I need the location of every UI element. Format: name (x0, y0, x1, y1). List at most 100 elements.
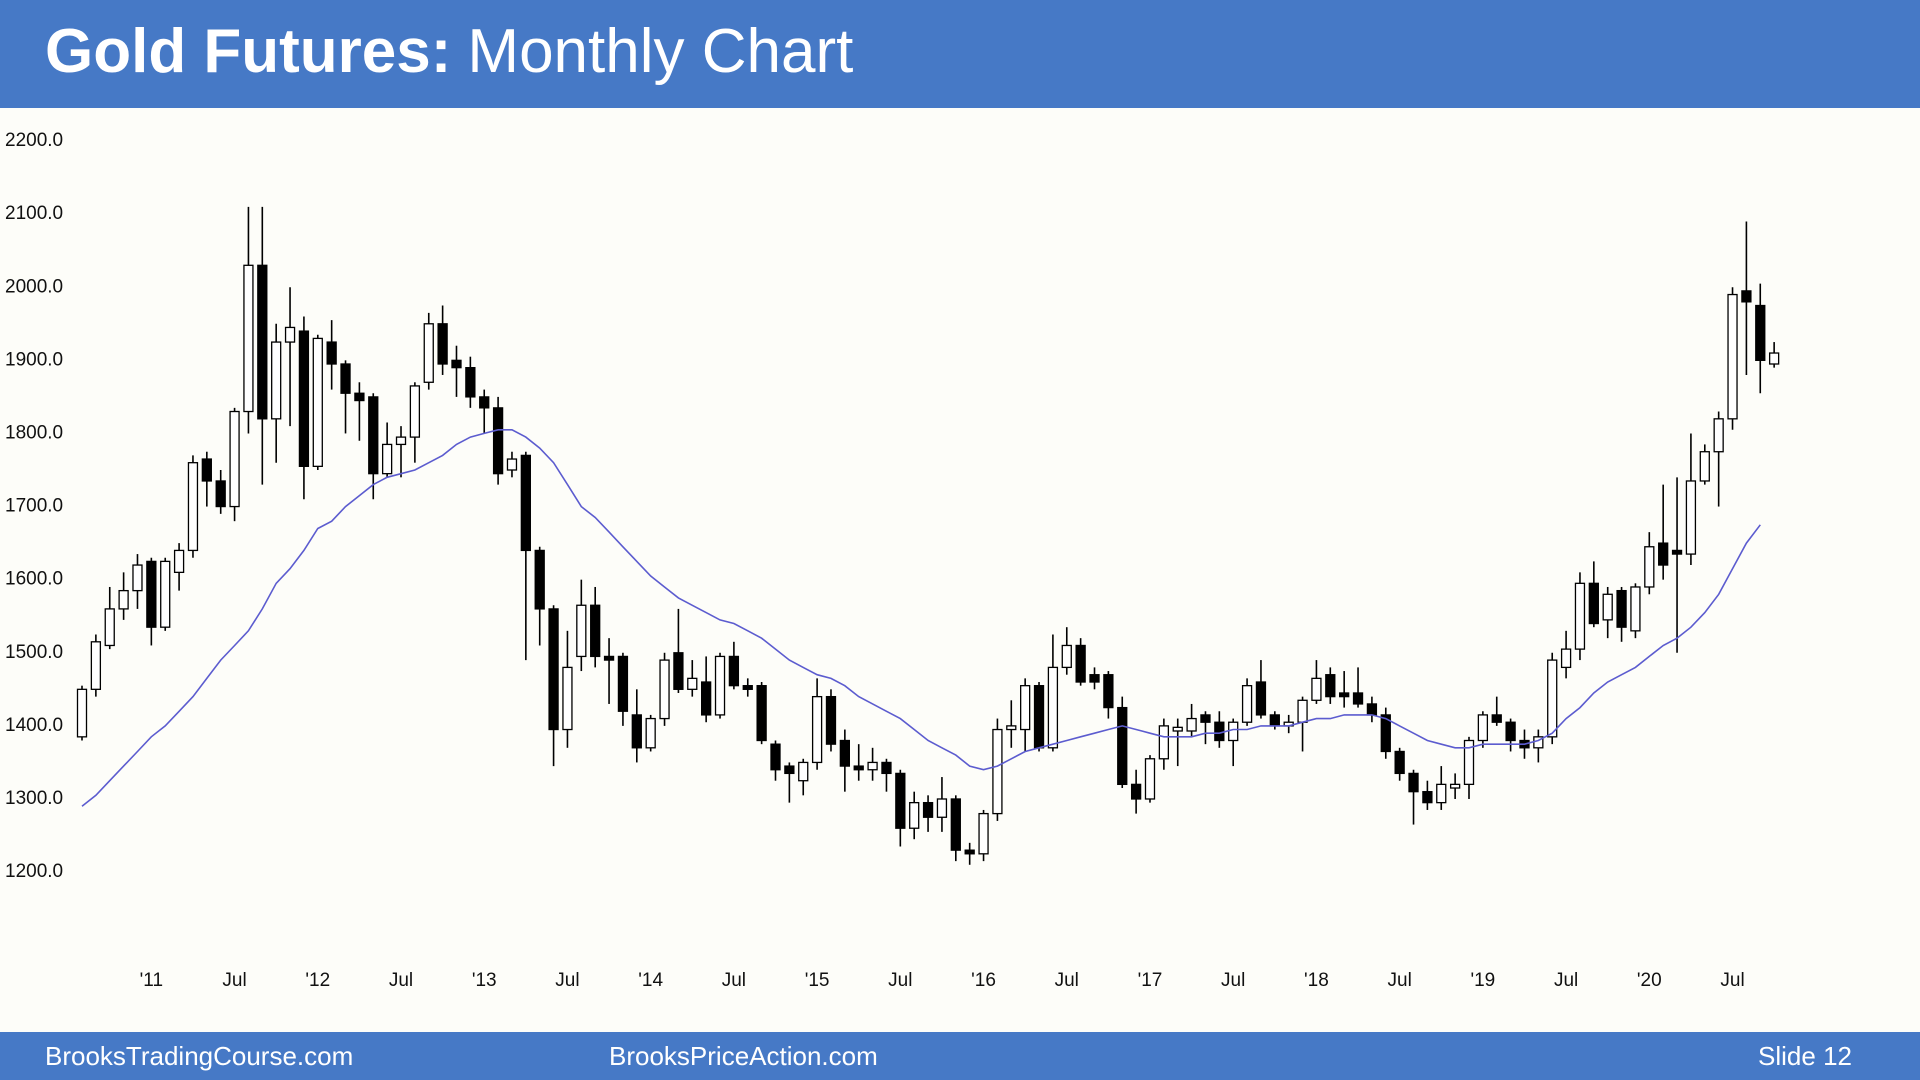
candle-body (576, 604, 587, 658)
candle-body (950, 798, 961, 851)
candle-body (1117, 706, 1128, 786)
candle-body (284, 326, 296, 343)
candle-body (742, 685, 753, 690)
y-tick-label: 2100.0 (5, 203, 63, 224)
x-tick-label: '15 (805, 970, 830, 991)
candle-body (76, 688, 88, 738)
candle-body (867, 761, 878, 771)
candle-body (839, 739, 850, 767)
candle-body (1255, 681, 1267, 716)
footer-bar (0, 1032, 1920, 1080)
candle-body (187, 462, 199, 552)
candle-body (590, 604, 601, 658)
candle-body (1671, 549, 1683, 555)
candle-body (964, 849, 975, 855)
candle-body (978, 812, 989, 855)
x-tick-label: Jul (888, 970, 912, 991)
candle-body (409, 385, 421, 438)
candle-body (381, 443, 393, 475)
candle-body (215, 480, 226, 508)
candle-body (1339, 692, 1350, 698)
candle-body (1006, 725, 1017, 731)
y-tick-label: 1500.0 (5, 642, 63, 663)
footer-center: BrooksPriceAction.com (609, 1041, 878, 1071)
candle-body (1658, 542, 1669, 566)
candle-body (687, 677, 698, 690)
candle-body (1699, 451, 1710, 482)
candle-body (756, 685, 767, 742)
candle-body (160, 560, 171, 628)
candle-body (520, 454, 531, 552)
candle-body (603, 655, 615, 661)
candle-body (271, 341, 282, 420)
candle-body (257, 264, 268, 420)
candle-body (368, 396, 379, 475)
candle-body (1630, 586, 1641, 632)
candle-body (895, 772, 906, 829)
x-tick-label: Jul (222, 970, 246, 991)
candle-body (992, 728, 1003, 815)
candle-body (1200, 714, 1211, 723)
candle-body (728, 655, 740, 687)
x-tick-label: Jul (1221, 970, 1245, 991)
candle-body (1547, 659, 1558, 738)
candle-body (146, 560, 157, 628)
candle-body (562, 666, 573, 731)
y-tick-label: 1300.0 (5, 788, 63, 809)
candle-body (645, 717, 656, 749)
candle-body (1269, 714, 1280, 727)
slide-number: Slide 12 (1758, 1041, 1852, 1071)
candle-body (1311, 677, 1322, 701)
candle-body (506, 458, 518, 471)
candle-body (784, 765, 795, 775)
candle-body (1047, 666, 1059, 749)
x-tick-label: Jul (722, 970, 746, 991)
x-tick-label: Jul (555, 970, 579, 991)
candle-body (1408, 772, 1419, 793)
candle-body (617, 655, 629, 712)
candle-body (1033, 685, 1045, 749)
moving-average-line (81, 429, 1761, 807)
candle-body (631, 714, 642, 749)
x-tick-label: '16 (971, 970, 996, 991)
candle-body (1352, 692, 1364, 705)
candle-body (1089, 674, 1100, 683)
candle-body (340, 363, 351, 394)
x-tick-label: '14 (638, 970, 663, 991)
candle-body (451, 359, 462, 369)
candle-body (1394, 750, 1405, 775)
candle-body (118, 589, 129, 610)
x-tick-label: '13 (472, 970, 497, 991)
x-tick-label: Jul (1388, 970, 1412, 991)
candle-body (1436, 783, 1447, 804)
candle-body (1380, 714, 1391, 753)
x-tick-label: '17 (1138, 970, 1163, 991)
candle-body (1463, 739, 1475, 786)
candle-body (1297, 699, 1308, 723)
y-tick-label: 2000.0 (5, 276, 63, 297)
x-tick-label: '12 (305, 970, 330, 991)
x-tick-label: '19 (1470, 970, 1495, 991)
plot: 1200.0 1300.0 1400.0 1500.0 1600.0 1700.0 1800… (5, 130, 1780, 991)
candle-body (395, 436, 407, 446)
x-tick-label: Jul (1554, 970, 1578, 991)
slide-title: Gold Futures: Monthly Chart (45, 17, 853, 86)
candle-body (132, 564, 143, 592)
candle-body (1130, 783, 1142, 800)
candle-body (659, 659, 670, 720)
x-tick-label: '11 (140, 970, 163, 991)
candle-body (1505, 721, 1516, 742)
x-tick-label: Jul (1055, 970, 1079, 991)
candle-body (1103, 674, 1114, 709)
candle-body (326, 341, 337, 365)
candle-body (1560, 648, 1572, 669)
y-tick-label: 2200.0 (5, 130, 63, 151)
y-tick-label: 1400.0 (5, 715, 63, 736)
candle-body (298, 330, 310, 467)
y-tick-label: 1800.0 (5, 422, 63, 443)
candle-body (1713, 418, 1724, 453)
candle-body (1491, 714, 1502, 723)
candle-body (1422, 791, 1433, 804)
candle-body (1144, 758, 1156, 800)
